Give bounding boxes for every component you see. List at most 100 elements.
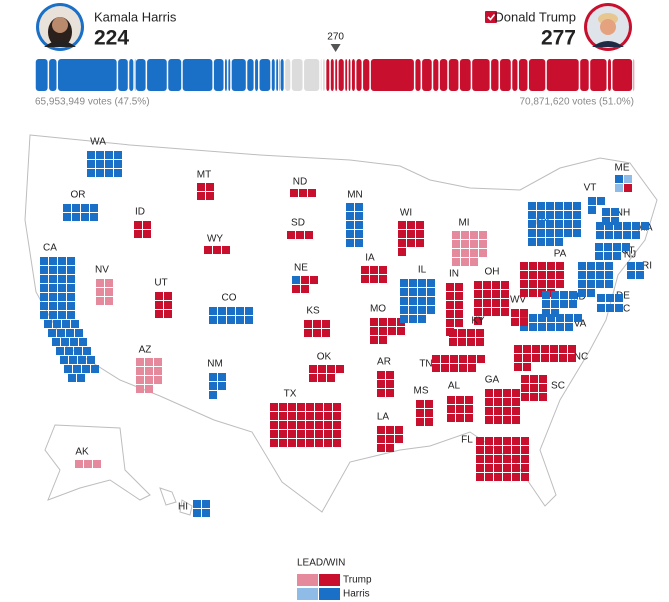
ev-square xyxy=(596,280,604,288)
ev-square xyxy=(632,231,640,239)
legend-title: LEAD/WIN xyxy=(297,558,345,569)
ev-square xyxy=(209,373,217,381)
ev-square xyxy=(72,204,80,212)
ev-square xyxy=(395,435,403,443)
ev-square xyxy=(605,280,613,288)
bar-segment xyxy=(518,59,528,91)
ev-square xyxy=(465,396,473,404)
ev-square xyxy=(74,347,82,355)
ev-square xyxy=(470,258,478,266)
bar-segment xyxy=(320,59,322,91)
ev-square xyxy=(361,275,369,283)
ev-square xyxy=(310,276,318,284)
ev-square xyxy=(83,347,91,355)
ev-square xyxy=(602,217,610,225)
ev-square xyxy=(476,338,484,346)
ev-square xyxy=(492,308,500,316)
ev-square xyxy=(306,412,314,420)
bar-segment xyxy=(612,59,633,91)
ev-square xyxy=(613,252,621,260)
ev-square xyxy=(501,308,509,316)
ev-square xyxy=(606,304,614,312)
ev-square xyxy=(456,405,464,413)
ev-square xyxy=(483,299,491,307)
ev-square xyxy=(605,231,613,239)
ev-square xyxy=(538,271,546,279)
ev-square xyxy=(81,204,89,212)
ev-square xyxy=(578,280,586,288)
ev-square xyxy=(136,376,144,384)
ev-square xyxy=(604,243,612,251)
ev-square xyxy=(483,290,491,298)
state-label: MS xyxy=(414,386,429,397)
ev-square xyxy=(565,314,573,322)
ev-square xyxy=(503,389,511,397)
ev-square xyxy=(288,430,296,438)
ev-square xyxy=(636,271,644,279)
state-label: DE xyxy=(616,291,630,302)
ev-square xyxy=(587,271,595,279)
state-label: MT xyxy=(197,170,211,181)
ev-square xyxy=(236,307,244,315)
ev-square xyxy=(304,320,312,328)
ev-square xyxy=(611,208,619,216)
ev-square xyxy=(514,345,522,353)
ev-square xyxy=(96,151,104,159)
ev-square xyxy=(197,192,205,200)
bar-segment xyxy=(134,59,136,91)
ev-square xyxy=(67,302,75,310)
ev-square xyxy=(520,262,528,270)
ev-square xyxy=(81,213,89,221)
ev-square xyxy=(227,316,235,324)
ev-square xyxy=(624,175,632,183)
ev-square xyxy=(49,293,57,301)
bar-segment xyxy=(330,59,334,91)
ev-square xyxy=(395,426,403,434)
ev-square xyxy=(546,238,554,246)
ev-square xyxy=(82,365,90,373)
bar-segment xyxy=(135,59,146,91)
ev-square xyxy=(407,239,415,247)
ev-square xyxy=(49,257,57,265)
ev-square xyxy=(206,183,214,191)
ev-square xyxy=(69,356,77,364)
ev-square xyxy=(622,243,630,251)
ev-square xyxy=(459,364,467,372)
ev-square xyxy=(452,240,460,248)
tally-bar xyxy=(35,59,635,91)
ev-square xyxy=(313,329,321,337)
ev-square xyxy=(568,345,576,353)
ev-square xyxy=(105,169,113,177)
ev-square xyxy=(279,430,287,438)
bar-segment xyxy=(459,59,471,91)
bar-segment xyxy=(491,59,499,91)
state-label: IN xyxy=(449,269,459,280)
state-label: SC xyxy=(551,381,565,392)
ev-square xyxy=(315,403,323,411)
ev-square xyxy=(370,327,378,335)
ev-square xyxy=(537,229,545,237)
ev-square xyxy=(494,473,502,481)
bar-segment xyxy=(271,59,275,91)
bar-segment xyxy=(439,59,448,91)
ev-square xyxy=(400,297,408,305)
ev-square xyxy=(388,318,396,326)
ev-square xyxy=(614,222,622,230)
ev-square xyxy=(455,319,463,327)
ev-square xyxy=(470,240,478,248)
ev-square xyxy=(154,367,162,375)
ev-square xyxy=(564,220,572,228)
ev-square xyxy=(476,464,484,472)
ev-square xyxy=(596,222,604,230)
ev-square xyxy=(49,266,57,274)
popular-votes: 65,953,949 votes (47.5%) xyxy=(35,97,150,108)
ev-square xyxy=(93,460,101,468)
ev-square xyxy=(87,356,95,364)
ev-square xyxy=(615,294,623,302)
bar-segment xyxy=(49,59,57,91)
bar-segment xyxy=(182,59,213,91)
bar-segment xyxy=(259,59,271,91)
ev-square xyxy=(377,389,385,397)
ev-square xyxy=(559,345,567,353)
